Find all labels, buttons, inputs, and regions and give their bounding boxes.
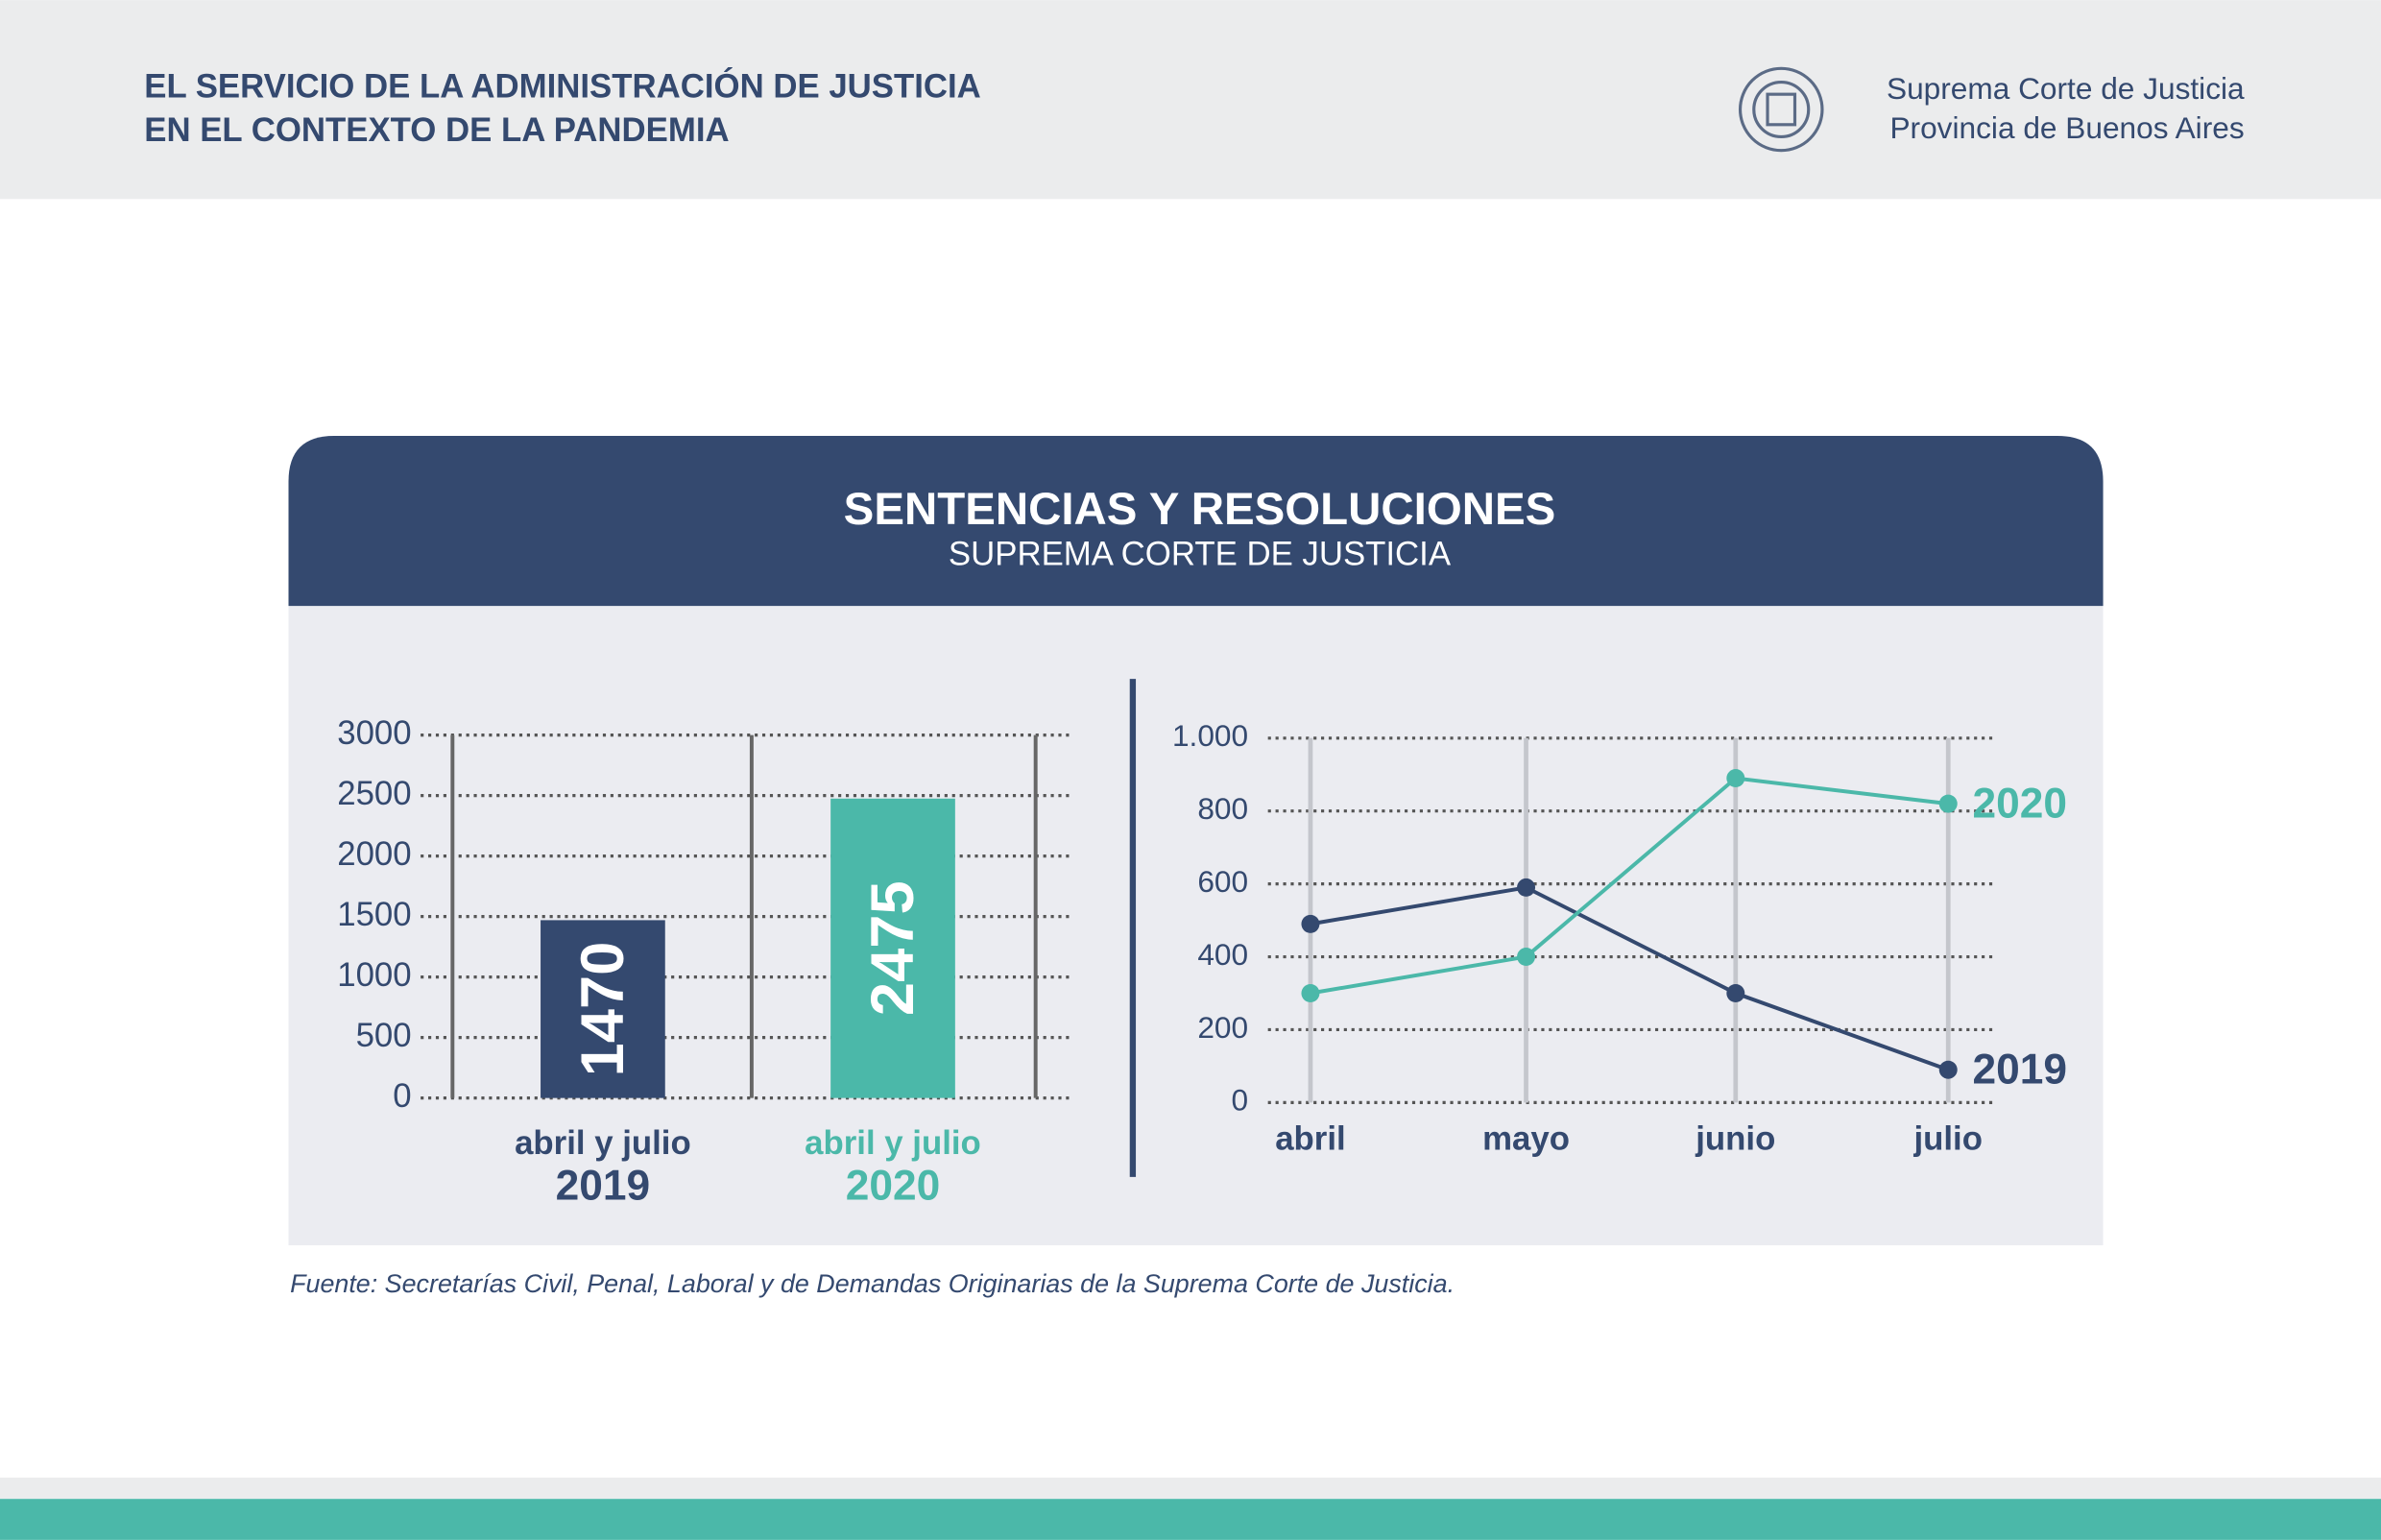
series-line	[1310, 885, 1949, 1072]
data-point	[1517, 878, 1536, 897]
y-tick-label: 500	[356, 1018, 412, 1054]
value-label: 2475	[859, 880, 926, 1016]
category-label: abril y julio	[515, 1125, 691, 1162]
x-tick-label: junio	[1695, 1120, 1775, 1157]
footer-band	[0, 1478, 2381, 1500]
y-tick-label: 200	[1197, 1010, 1248, 1045]
header-band	[0, 0, 2381, 200]
source-note: Fuente: Secretarías Civil, Penal, Labora…	[290, 1269, 1455, 1298]
series-label: 2019	[1973, 1047, 2067, 1094]
institution: Provincia de Buenos Aires	[1889, 110, 2244, 145]
x-tick-label: abril	[1275, 1120, 1345, 1157]
y-tick-label: 0	[393, 1078, 411, 1115]
data-point	[1301, 984, 1320, 1002]
series-line	[1310, 776, 1949, 996]
data-point	[1301, 914, 1320, 933]
footer-band	[0, 1499, 2381, 1540]
data-point	[1726, 769, 1745, 788]
series-label: 2019	[556, 1163, 650, 1210]
bar	[541, 920, 665, 1098]
card-subtitle: SUPREMA CORTE DE JUSTICIA	[949, 536, 1452, 572]
data-point	[1938, 794, 1958, 813]
card-title: SENTENCIAS Y RESOLUCIONES	[844, 484, 1556, 535]
y-tick-label: 1500	[337, 897, 411, 933]
bar	[830, 798, 955, 1098]
header-title: EL SERVICIO DE LA ADMINISTRACIÓN DE JUST…	[144, 66, 981, 105]
y-tick-label: 1000	[337, 957, 411, 994]
y-tick-label: 2500	[337, 776, 411, 812]
y-tick-label: 1.000	[1172, 718, 1248, 753]
emblem	[1738, 66, 1824, 153]
data-point	[1726, 984, 1745, 1002]
series-label: 2020	[1973, 781, 2067, 828]
data-point	[1517, 948, 1536, 967]
institution: Suprema Corte de Justicia	[1887, 71, 2245, 106]
y-tick-label: 400	[1197, 937, 1248, 972]
y-tick-label: 800	[1197, 791, 1248, 826]
value-label: 1470	[569, 942, 637, 1077]
y-tick-label: 0	[1232, 1083, 1249, 1118]
series-label: 2020	[846, 1163, 940, 1210]
y-tick-label: 600	[1197, 864, 1248, 899]
y-tick-label: 2000	[337, 836, 411, 873]
y-tick-label: 3000	[337, 715, 411, 752]
card-header	[288, 436, 2104, 607]
category-label: abril y julio	[805, 1125, 981, 1162]
data-point	[1938, 1060, 1958, 1079]
x-tick-label: mayo	[1482, 1120, 1570, 1157]
header-title: EN EL CONTEXTO DE LA PANDEMIA	[144, 112, 729, 149]
x-tick-label: julio	[1912, 1120, 1982, 1157]
